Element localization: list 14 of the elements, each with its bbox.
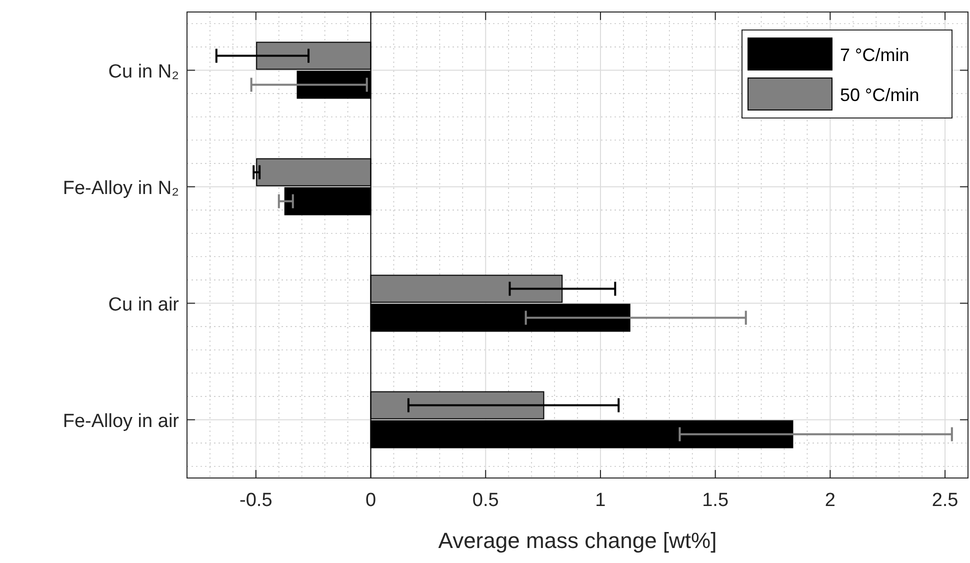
legend-label: 50 °C/min bbox=[840, 85, 920, 105]
x-tick-label: 0.5 bbox=[472, 490, 499, 511]
x-tick-label: 2 bbox=[824, 490, 836, 511]
x-tick-label: -0.5 bbox=[240, 490, 272, 511]
x-tick-label: 1 bbox=[595, 490, 606, 511]
x-axis-title: Average mass change [wt%] bbox=[438, 528, 717, 553]
y-tick-label: Cu in N₂ bbox=[108, 61, 179, 82]
legend-label: 7 °C/min bbox=[840, 45, 910, 65]
y-tick-label: Fe-Alloy in N₂ bbox=[62, 178, 179, 199]
y-tick-label: Cu in air bbox=[108, 294, 180, 316]
y-tick-label: Fe-Alloy in air bbox=[62, 410, 180, 432]
x-tick-label: 1.5 bbox=[702, 490, 729, 511]
x-tick-label: 0 bbox=[365, 490, 376, 511]
x-tick-label: 2.5 bbox=[932, 490, 958, 511]
